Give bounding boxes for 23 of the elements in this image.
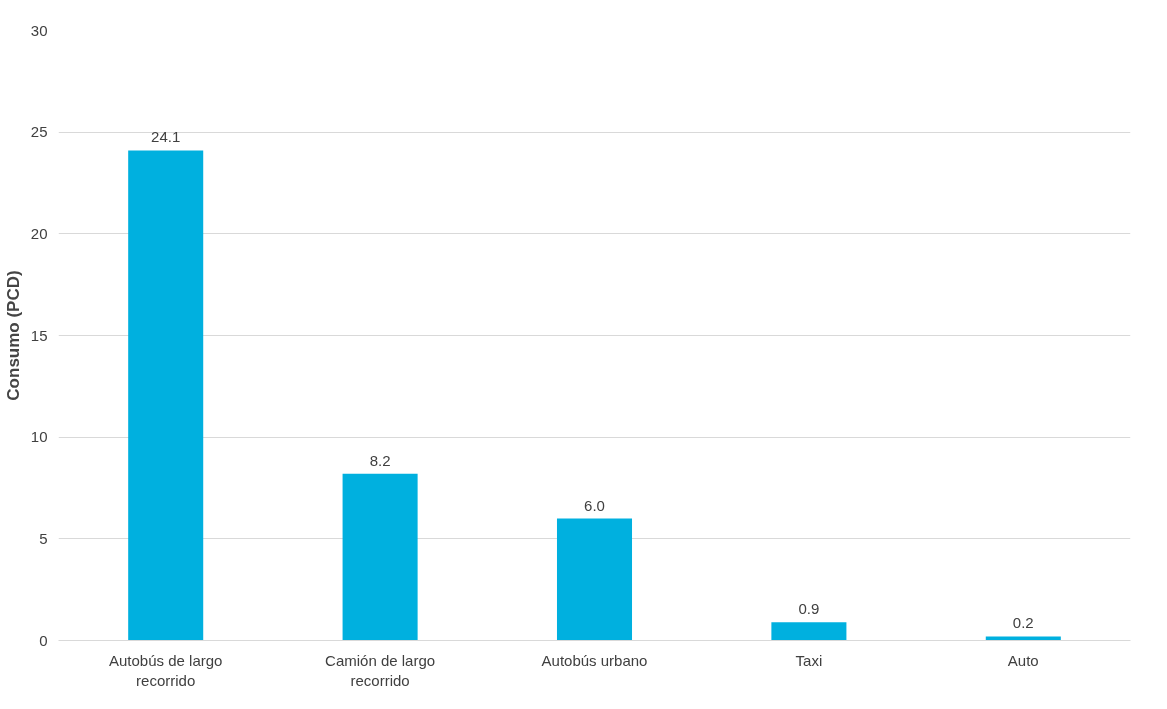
data-label: 6.0 (584, 496, 605, 514)
data-label: 0.2 (1012, 614, 1034, 632)
bar (985, 636, 1061, 641)
y-axis-title: Consumo (PCD) (3, 270, 23, 401)
x-tick-label: Auto (1007, 651, 1039, 669)
y-tick-label: 15 (30, 326, 48, 344)
bar (128, 150, 204, 641)
data-label: 8.2 (369, 451, 391, 469)
y-tick-label: 0 (39, 631, 48, 649)
bar (771, 622, 847, 641)
x-tick-label: Taxi (795, 651, 823, 669)
bar (342, 473, 418, 641)
x-tick-label: Autobús urbano (541, 651, 648, 669)
y-tick-label: 30 (30, 21, 48, 39)
y-tick-label: 20 (30, 224, 48, 242)
x-tick-label: Camión de largo recorrido (325, 651, 436, 689)
y-tick-label: 10 (30, 428, 48, 446)
x-tick-label: Autobús de largo recorrido (108, 651, 223, 689)
data-label: 24.1 (151, 128, 181, 146)
data-label: 0.9 (798, 600, 820, 618)
bar (556, 518, 633, 641)
y-tick-label: 25 (30, 123, 48, 141)
y-tick-label: 5 (39, 529, 48, 547)
